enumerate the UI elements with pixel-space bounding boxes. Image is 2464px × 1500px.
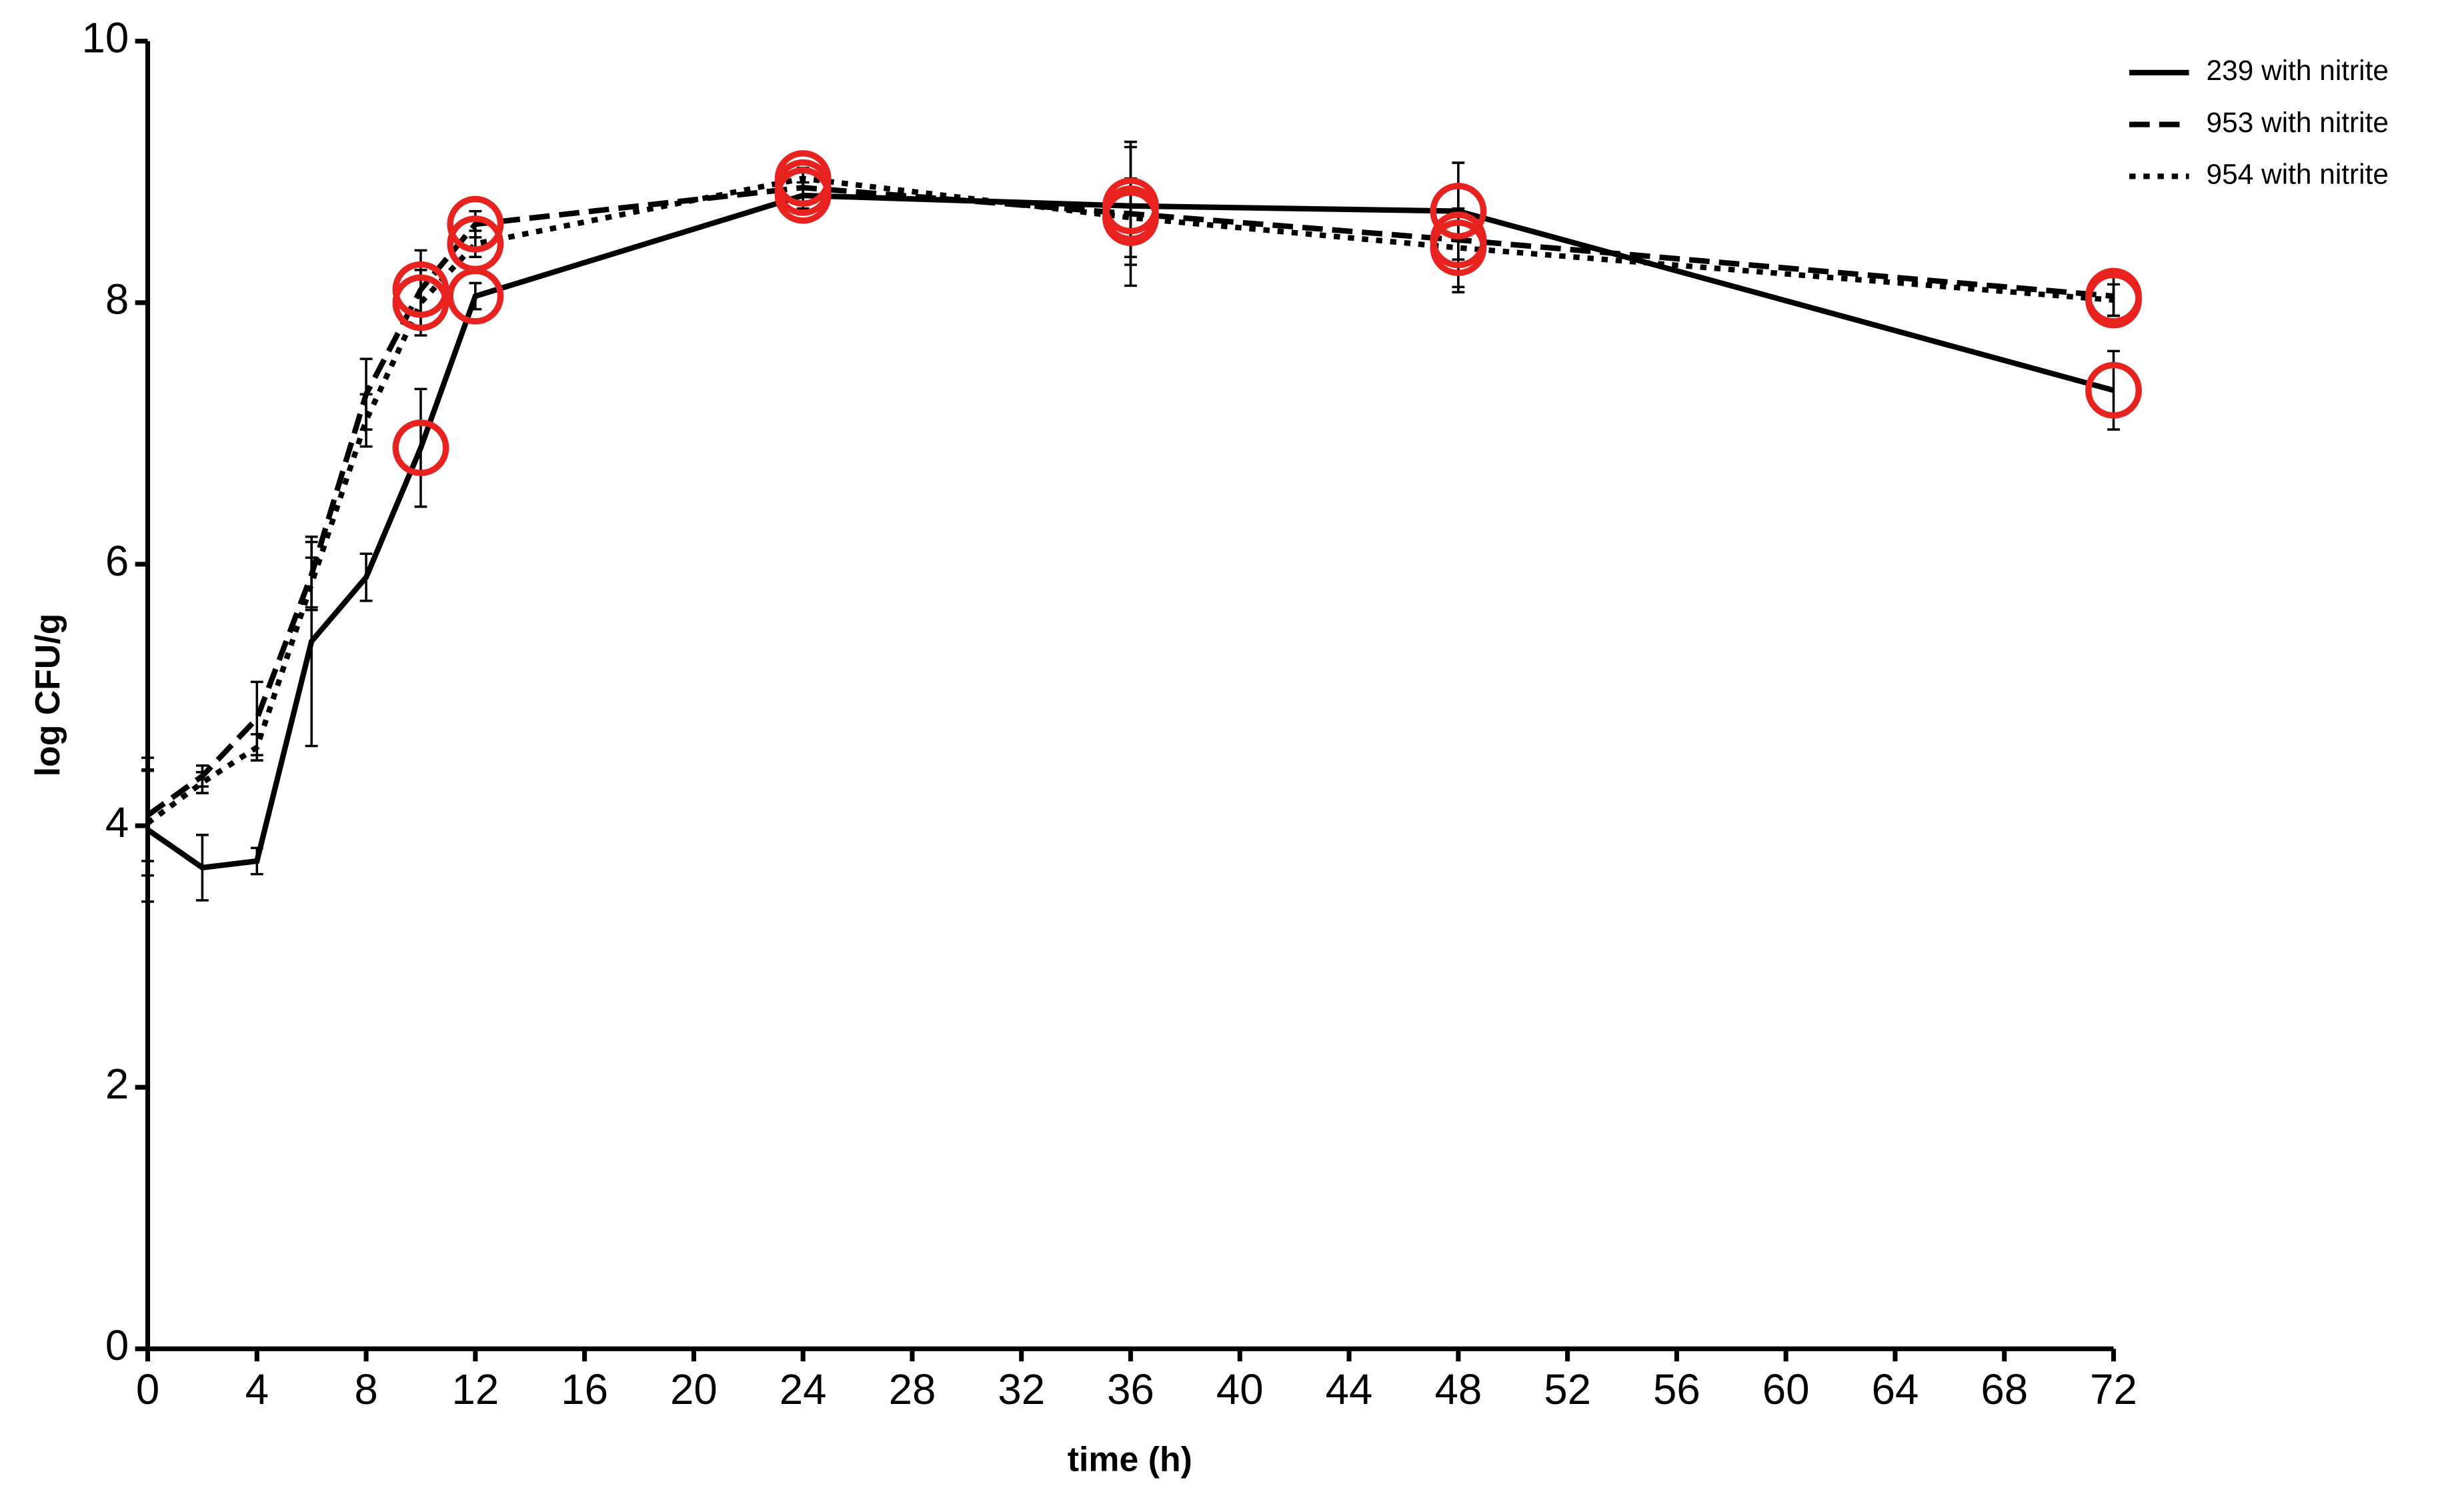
y-tick-label: 4: [105, 799, 129, 846]
legend-label: 954 with nitrite: [2207, 159, 2389, 190]
highlight-circle: [392, 420, 449, 476]
series-line: [146, 175, 2114, 826]
y-tick-label: 0: [105, 1322, 129, 1369]
error-bar: [414, 269, 427, 337]
x-tick-label: 32: [998, 1366, 1045, 1413]
x-tick-label: 12: [451, 1366, 499, 1413]
x-tick-label: 60: [1762, 1366, 1810, 1413]
x-tick-label: 48: [1434, 1366, 1482, 1413]
x-tick-label: 44: [1326, 1366, 1373, 1413]
x-tick-label: 52: [1544, 1366, 1591, 1413]
x-tick-label: 40: [1216, 1366, 1264, 1413]
highlight-circle: [447, 195, 504, 253]
highlight-circle: [1102, 189, 1159, 246]
series-line: [146, 192, 2115, 871]
x-tick-label: 28: [889, 1366, 936, 1413]
highlight-circle: [2085, 361, 2142, 419]
y-tick-label: 8: [105, 276, 129, 323]
highlight-circle: [392, 261, 449, 318]
highlight-circle: [1430, 219, 1487, 276]
x-tick-label: 56: [1653, 1366, 1700, 1413]
y-tick-label: 10: [81, 15, 129, 62]
x-tick-label: 0: [136, 1366, 159, 1413]
error-bar: [359, 393, 373, 448]
y-tick-label: 2: [105, 1060, 129, 1108]
error-bar: [195, 770, 209, 794]
error-bar: [469, 229, 482, 258]
x-axis-title: time (h): [1068, 1440, 1192, 1479]
highlight-circle: [2085, 271, 2142, 329]
error-bar: [305, 556, 318, 612]
legend-label: 239 with nitrite: [2207, 55, 2389, 86]
x-tick-label: 20: [670, 1366, 718, 1413]
y-tick-label: 6: [105, 538, 129, 585]
x-tick-label: 68: [1981, 1366, 2028, 1413]
highlight-circle: [447, 215, 504, 273]
x-tick-label: 4: [245, 1366, 269, 1413]
legend-label: 953 with nitrite: [2207, 107, 2389, 138]
x-tick-label: 24: [780, 1366, 827, 1413]
x-tick-label: 36: [1107, 1366, 1154, 1413]
x-tick-label: 8: [354, 1366, 377, 1413]
y-axis-title: log CFU/g: [28, 614, 67, 777]
highlight-circle: [392, 274, 449, 331]
x-tick-label: 16: [561, 1366, 608, 1413]
x-tick-label: 72: [2090, 1366, 2137, 1413]
highlight-circle: [774, 150, 832, 207]
highlight-circle: [1430, 183, 1487, 240]
x-tick-label: 64: [1872, 1366, 1919, 1413]
